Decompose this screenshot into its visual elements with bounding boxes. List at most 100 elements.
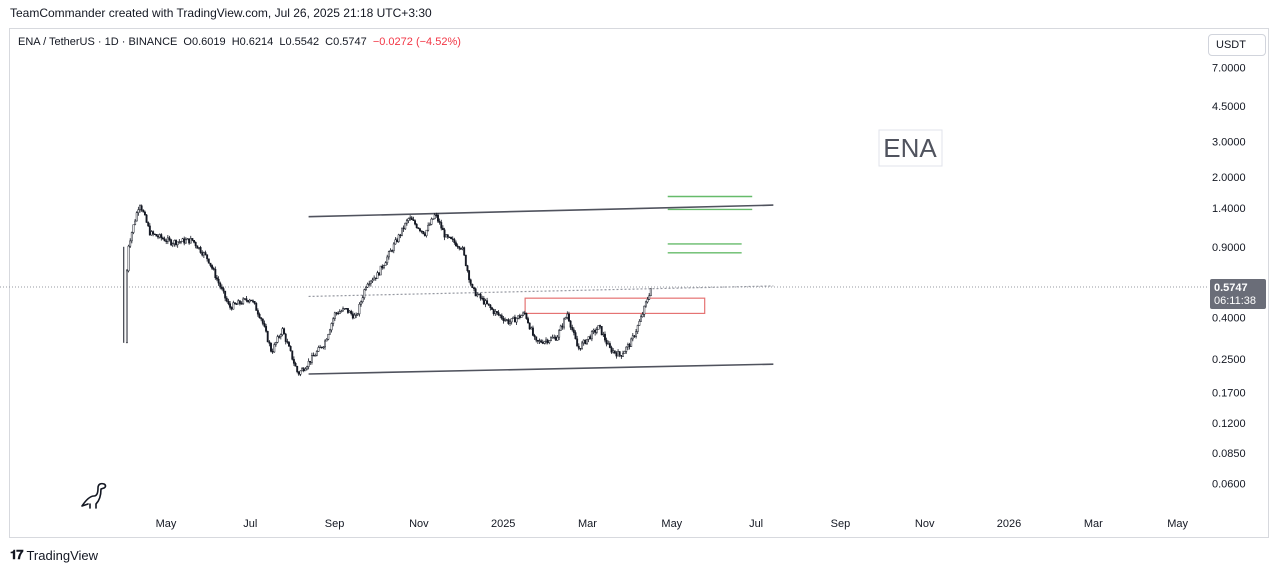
candle-body	[437, 214, 439, 222]
candle-body	[379, 265, 382, 276]
candle-body	[220, 286, 223, 289]
price-tick-label: 1.4000	[1212, 203, 1246, 215]
chart-frame	[9, 28, 1269, 538]
candle-body	[268, 341, 271, 344]
candle-body	[163, 238, 166, 242]
candle-body	[291, 350, 294, 360]
price-tick-label: 4.5000	[1212, 101, 1246, 113]
candle-body	[145, 214, 148, 223]
candle-body	[486, 300, 489, 305]
candle-body	[622, 353, 624, 357]
candle-body	[315, 351, 318, 356]
candle-body	[127, 245, 130, 272]
candle-body	[473, 287, 475, 289]
candle-body	[597, 325, 600, 330]
candle-body	[628, 344, 631, 347]
footer-brand[interactable]: 𝟏𝟕 TradingView	[10, 547, 98, 563]
candle-body	[453, 239, 456, 243]
candle-body	[450, 236, 453, 240]
candle-body	[505, 319, 508, 321]
candle-body	[527, 318, 529, 324]
candle-body	[255, 303, 258, 311]
candle-body	[397, 234, 400, 242]
candle-body	[296, 366, 299, 373]
candle-body	[242, 298, 245, 304]
candle-body	[494, 311, 497, 314]
candle-body	[502, 318, 505, 321]
candle-body	[274, 342, 277, 345]
candle-body	[348, 310, 351, 313]
candle-body	[373, 277, 376, 281]
candle-body	[158, 234, 161, 238]
candle-body	[553, 336, 556, 339]
candle-body	[412, 219, 415, 221]
close-value: C0.5747	[325, 36, 367, 48]
candle-body	[402, 227, 405, 230]
candle-body	[481, 297, 484, 300]
candle-body	[456, 245, 459, 248]
time-tick-label: Sep	[325, 518, 345, 530]
candle-body	[625, 346, 628, 352]
candle-body	[222, 288, 225, 292]
candle-body	[649, 288, 652, 297]
candle-body	[617, 351, 620, 357]
candle-body	[283, 328, 286, 335]
candle-body	[569, 320, 572, 328]
candle-body	[615, 352, 618, 357]
candle-body	[446, 234, 449, 238]
candle-body	[607, 343, 610, 345]
candle-body	[366, 283, 369, 288]
candle-body	[286, 341, 289, 343]
candle-body	[561, 325, 564, 328]
candle-body	[324, 340, 326, 348]
currency-button[interactable]: USDT	[1208, 34, 1266, 56]
candle-body	[525, 313, 528, 319]
symbol-info[interactable]: ENA / TetherUS · 1D · BINANCE	[18, 36, 178, 48]
candle-body	[419, 228, 421, 232]
candle-body	[198, 247, 200, 249]
candle-body	[229, 303, 232, 308]
candle-body	[458, 246, 461, 249]
annotation-ena[interactable]: ENA	[878, 129, 943, 167]
price-tick-label: 0.0600	[1212, 479, 1246, 491]
candle-body	[643, 305, 646, 315]
candle-body	[604, 333, 606, 341]
candle-body	[644, 301, 647, 307]
mid-channel-line	[308, 285, 774, 298]
candle-body	[477, 293, 480, 296]
candle-body	[595, 329, 598, 333]
candle-body	[335, 312, 338, 314]
candle-body	[260, 317, 263, 320]
candle-body	[522, 312, 525, 316]
candle-body	[237, 300, 240, 305]
candle-body	[423, 233, 426, 236]
candle-body	[284, 333, 287, 342]
candle-body	[253, 301, 256, 304]
candle-body	[396, 239, 399, 242]
time-tick-label: May	[1167, 518, 1188, 530]
price-tick-label: 0.1700	[1212, 387, 1246, 399]
candle-body	[438, 221, 441, 223]
candle-body	[384, 262, 387, 266]
candle-body	[201, 252, 204, 256]
candle-body	[602, 333, 605, 336]
candle-body	[155, 234, 158, 237]
candle-body	[235, 303, 238, 305]
candle-body	[463, 247, 466, 256]
candle-body	[312, 355, 315, 357]
candle-body	[389, 250, 392, 252]
candle-body	[487, 303, 490, 306]
candle-body	[620, 355, 623, 357]
candle-body	[391, 250, 394, 252]
candle-body	[469, 279, 472, 285]
time-tick-label: 2025	[491, 518, 515, 530]
candle-body	[209, 262, 212, 266]
candle-body	[189, 238, 192, 244]
candle-body	[346, 308, 349, 313]
candle-body	[517, 315, 520, 319]
candle-body	[171, 243, 174, 246]
time-tick-label: May	[156, 518, 177, 530]
candle-body	[608, 343, 611, 348]
candle-body	[181, 238, 184, 242]
